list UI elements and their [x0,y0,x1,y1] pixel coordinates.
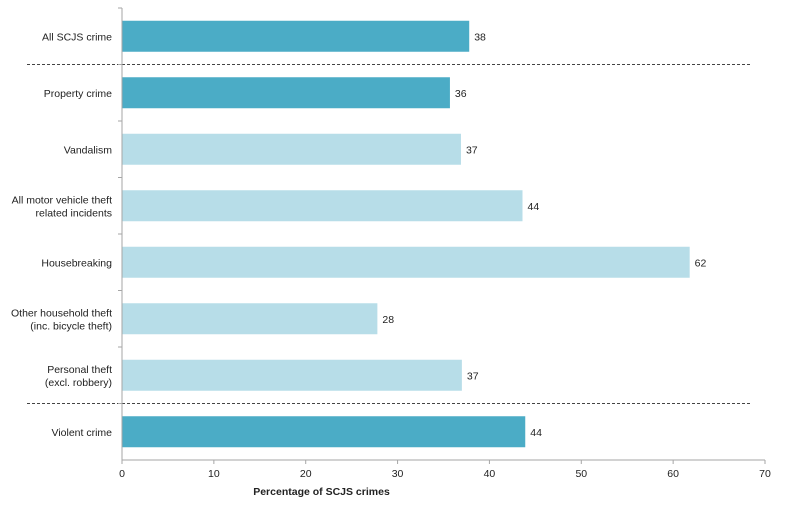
bar-value-label: 28 [382,314,394,326]
bar-value-label: 62 [695,257,707,269]
category-label: Housebreaking [41,257,112,269]
x-tick-label: 60 [667,468,679,480]
bar-value-label: 44 [527,201,539,213]
bar-value-label: 44 [530,427,542,439]
bar [122,303,378,335]
category-label: Property crime [44,88,112,100]
bar [122,246,690,278]
bar [122,133,461,165]
bar-value-label: 37 [467,370,479,382]
bar [122,20,470,52]
bar-value-label: 37 [466,144,478,156]
bar-value-label: 38 [474,31,486,43]
x-tick-label: 30 [392,468,404,480]
bar-value-label: 36 [455,88,467,100]
x-axis-ticks: 0 10 20 30 40 50 60 70 [119,460,771,480]
x-tick-label: 70 [759,468,771,480]
bar [122,359,462,391]
category-label: Vandalism [64,144,112,156]
bar [122,77,450,109]
category-label: Violent crime [52,427,113,439]
bar [122,190,523,222]
value-labels: 38 36 37 44 62 28 37 44 [382,31,706,439]
x-tick-label: 50 [575,468,587,480]
x-tick-label: 0 [119,468,125,480]
category-label: All motor vehicle theft related incidents [12,194,112,219]
x-tick-label: 40 [484,468,496,480]
group-separators [27,64,750,404]
category-label: Other household theft (inc. bicycle theft… [11,307,112,332]
x-tick-label: 10 [208,468,220,480]
bars [122,20,690,448]
bar [122,416,526,448]
axes [118,7,765,461]
x-tick-label: 20 [300,468,312,480]
category-labels: All SCJS crime Property crime Vandalism All… [11,31,112,439]
category-label: All SCJS crime [42,31,112,43]
x-axis-title: Percentage of SCJS crimes [253,486,390,498]
category-label: Personal theft (excl. robbery) [45,364,112,389]
